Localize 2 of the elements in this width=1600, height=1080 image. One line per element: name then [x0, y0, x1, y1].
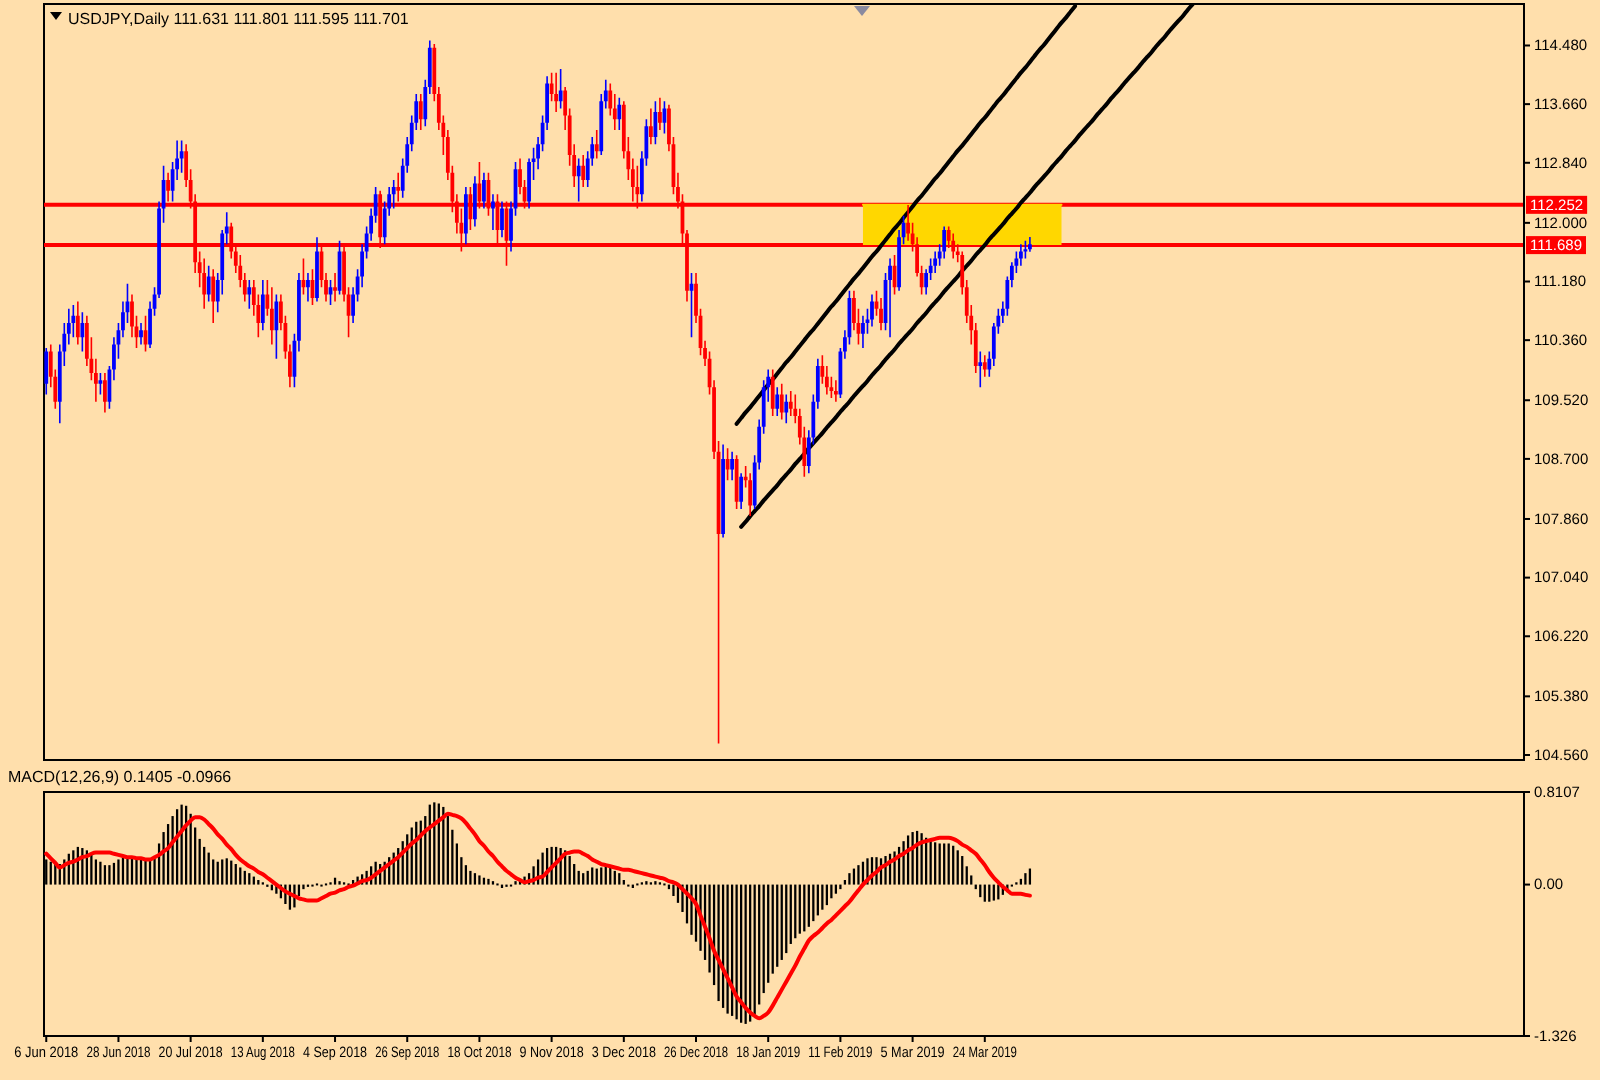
chart-title: USDJPY,Daily 111.631 111.801 111.595 111.701 — [68, 10, 410, 28]
chart-title: MACD(12,26,9) 0.1405 -0.0966 — [8, 768, 233, 786]
